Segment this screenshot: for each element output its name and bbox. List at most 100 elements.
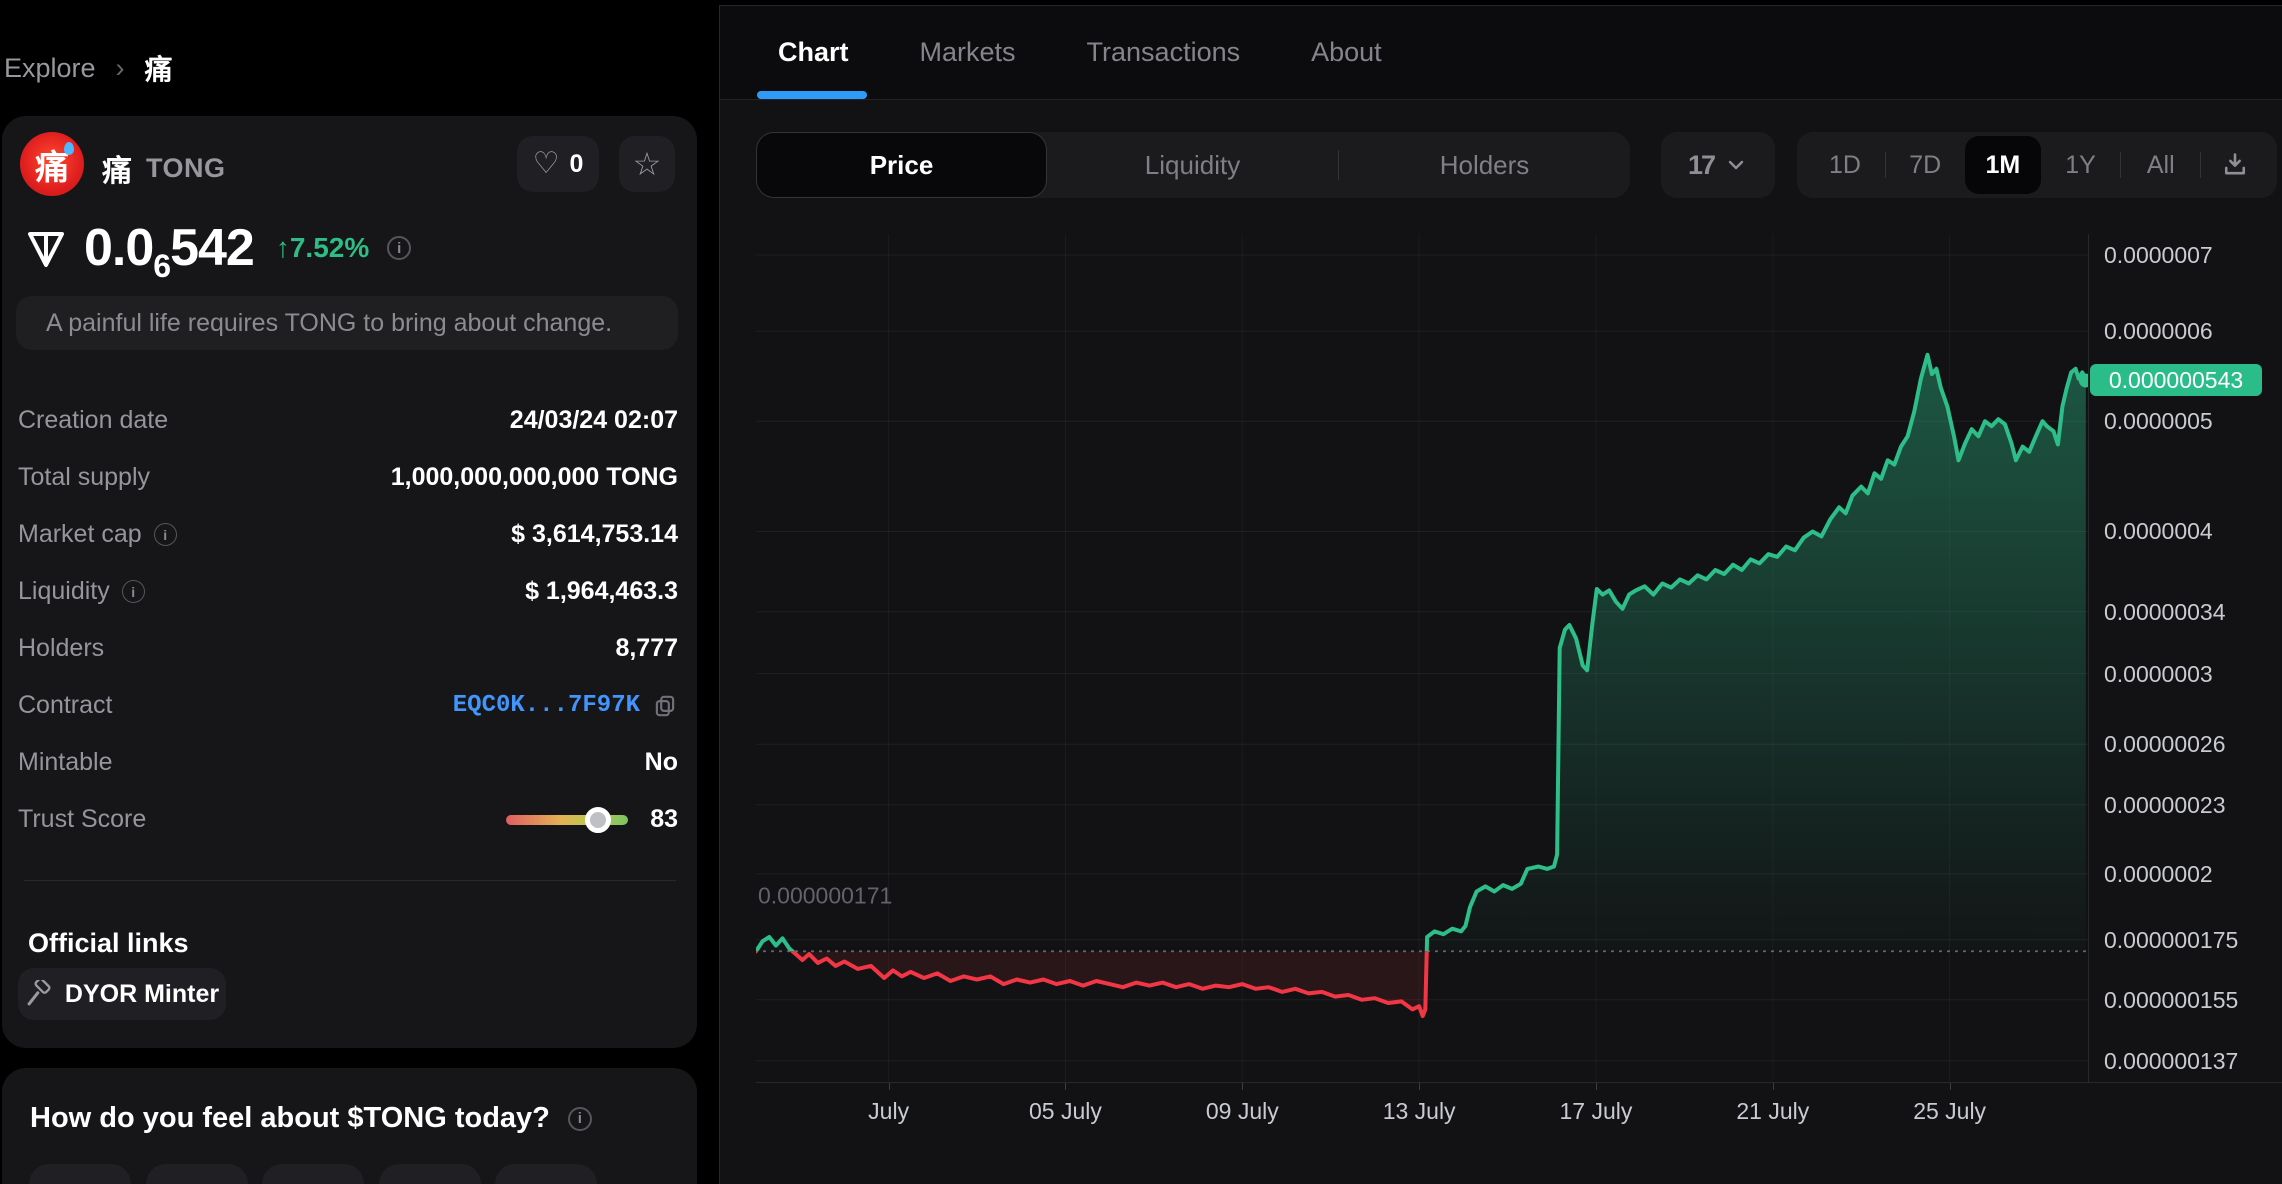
tradingview-icon: 17 [1687, 149, 1716, 180]
range-1d[interactable]: 1D [1829, 150, 1861, 179]
time-axis[interactable] [756, 1082, 2282, 1083]
sentiment-card: How do you feel about $TONG today? i [2, 1068, 697, 1184]
price-chart[interactable]: 0.000000171 [756, 234, 2088, 1083]
stat-row-mintable: Mintable No [18, 748, 678, 776]
panel-tabs: Chart Markets Transactions About [720, 6, 2282, 100]
price-axis[interactable] [2088, 234, 2089, 1083]
trust-score-value: 83 [650, 805, 678, 833]
x-axis-tick [1242, 1083, 1244, 1090]
svg-text:0.000000171: 0.000000171 [758, 882, 892, 908]
copy-icon[interactable] [652, 693, 678, 719]
stat-row-market-cap: Market cap i $ 3,614,753.14 [18, 520, 678, 548]
x-axis-tick [1595, 1083, 1597, 1090]
download-icon [2224, 153, 2246, 175]
x-axis-tick [888, 1083, 890, 1090]
tab-transactions[interactable]: Transactions [1086, 37, 1241, 67]
y-axis-label: 0.0000007 [2104, 242, 2213, 268]
y-axis-label: 0.0000002 [2104, 860, 2213, 887]
sentiment-option-button[interactable] [262, 1164, 364, 1184]
tradingview-dropdown[interactable]: 17 [1661, 132, 1775, 198]
token-info-card: 痛 痛 TONG ♡ 0 ☆ 0.06542 ↑7.52% i A painfu… [2, 116, 697, 1048]
sentiment-option-button[interactable] [29, 1164, 131, 1184]
total-supply-value: 1,000,000,000,000 TONG [390, 463, 678, 491]
mintable-value: No [644, 748, 678, 776]
divider [1884, 152, 1886, 178]
star-icon: ☆ [632, 146, 662, 182]
divider [2120, 152, 2122, 178]
y-axis-label: 0.00000023 [2104, 791, 2226, 818]
x-axis-tick [1772, 1083, 1774, 1090]
y-axis-label: 0.000000137 [2104, 1047, 2239, 1074]
contract-address-link[interactable]: EQC0K...7F97K [452, 692, 640, 719]
range-all[interactable]: All [2146, 150, 2175, 179]
heart-icon: ♡ [532, 147, 560, 180]
current-price-label: 0.000000543 [2090, 364, 2262, 397]
x-axis-label: 13 July [1382, 1098, 1456, 1124]
tear-emoji-icon [64, 142, 74, 155]
ton-icon [28, 232, 64, 267]
x-axis-label: 05 July [1029, 1098, 1102, 1124]
y-axis-label: 0.0000003 [2104, 660, 2213, 687]
contract-address: EQC0K...7F97K [453, 692, 678, 719]
like-button[interactable]: ♡ 0 [517, 136, 599, 192]
trust-score-slider[interactable] [506, 806, 629, 833]
official-links-title: Official links [28, 928, 189, 958]
sentiment-info-icon[interactable]: i [567, 1106, 592, 1131]
stat-row-creation-date: Creation date 24/03/24 02:07 [18, 406, 678, 434]
range-1m[interactable]: 1M [1964, 136, 2041, 194]
stat-row-holders: Holders 8,777 [18, 634, 678, 662]
x-axis-label: 17 July [1559, 1098, 1633, 1124]
chevron-down-icon [1728, 160, 1744, 170]
y-axis-label: 0.000000175 [2104, 926, 2239, 953]
tab-about[interactable]: About [1311, 37, 1382, 67]
stat-row-liquidity: Liquidity i $ 1,964,463.3 [18, 577, 678, 605]
price-subscript: 6 [153, 248, 171, 284]
sentiment-option-button[interactable] [379, 1164, 481, 1184]
token-name-glyph: 痛 [102, 155, 132, 188]
tab-markets[interactable]: Markets [919, 37, 1016, 67]
tab-chart[interactable]: Chart [778, 37, 849, 67]
range-1y[interactable]: 1Y [2065, 150, 2096, 179]
trust-score-slider-knob[interactable] [584, 806, 611, 833]
divider [2200, 152, 2202, 178]
toggle-liquidity[interactable]: Liquidity [1144, 149, 1241, 180]
dyor-minter-link[interactable]: DYOR Minter [18, 968, 226, 1020]
x-axis-label: 25 July [1913, 1098, 1987, 1124]
market-cap-value: $ 3,614,753.14 [511, 520, 678, 548]
x-axis-tick [1949, 1083, 1951, 1090]
download-chart-button[interactable] [2207, 151, 2263, 179]
stat-row-contract: Contract EQC0K...7F97K [18, 677, 678, 734]
y-axis-label: 0.00000034 [2104, 598, 2226, 625]
holders-value: 8,777 [615, 634, 678, 662]
token-ticker: TONG [146, 152, 226, 183]
breadcrumb-explore-link[interactable]: Explore [4, 52, 96, 83]
creation-date-value: 24/03/24 02:07 [509, 406, 678, 434]
y-axis-label: 0.0000006 [2104, 318, 2213, 345]
favorite-button[interactable]: ☆ [619, 136, 675, 192]
y-axis-label: 0.0000005 [2104, 408, 2213, 435]
sentiment-option-button[interactable] [146, 1164, 248, 1184]
token-price: 0.06542 [84, 219, 255, 284]
toggle-holders[interactable]: Holders [1439, 149, 1530, 180]
stat-row-trust-score: Trust Score 83 [18, 805, 678, 833]
token-stats: Creation date 24/03/24 02:07 Total suppl… [18, 392, 678, 848]
divider [1338, 150, 1339, 180]
liquidity-value: $ 1,964,463.3 [525, 577, 678, 605]
chevron-right-icon: › [115, 52, 125, 83]
sentiment-title: How do you feel about $TONG today? [30, 1102, 550, 1134]
y-axis-label: 0.0000004 [2104, 518, 2213, 545]
price-change: ↑7.52% [275, 232, 370, 263]
token-name: 痛 TONG [102, 146, 226, 190]
token-description-text: A painful life requires TONG to bring ab… [46, 308, 613, 337]
x-axis-label: July [868, 1098, 910, 1124]
x-axis-label: 09 July [1205, 1098, 1279, 1124]
token-description: A painful life requires TONG to bring ab… [16, 296, 678, 350]
minter-hammer-icon [27, 980, 51, 1006]
liquidity-info-icon[interactable]: i [121, 580, 145, 603]
price-info-icon[interactable]: i [387, 236, 412, 260]
range-7d[interactable]: 7D [1909, 150, 1942, 179]
toggle-price[interactable]: Price [756, 132, 1047, 198]
sentiment-option-button[interactable] [495, 1164, 597, 1184]
x-axis-tick [1419, 1083, 1421, 1090]
market-cap-info-icon[interactable]: i [153, 523, 177, 546]
